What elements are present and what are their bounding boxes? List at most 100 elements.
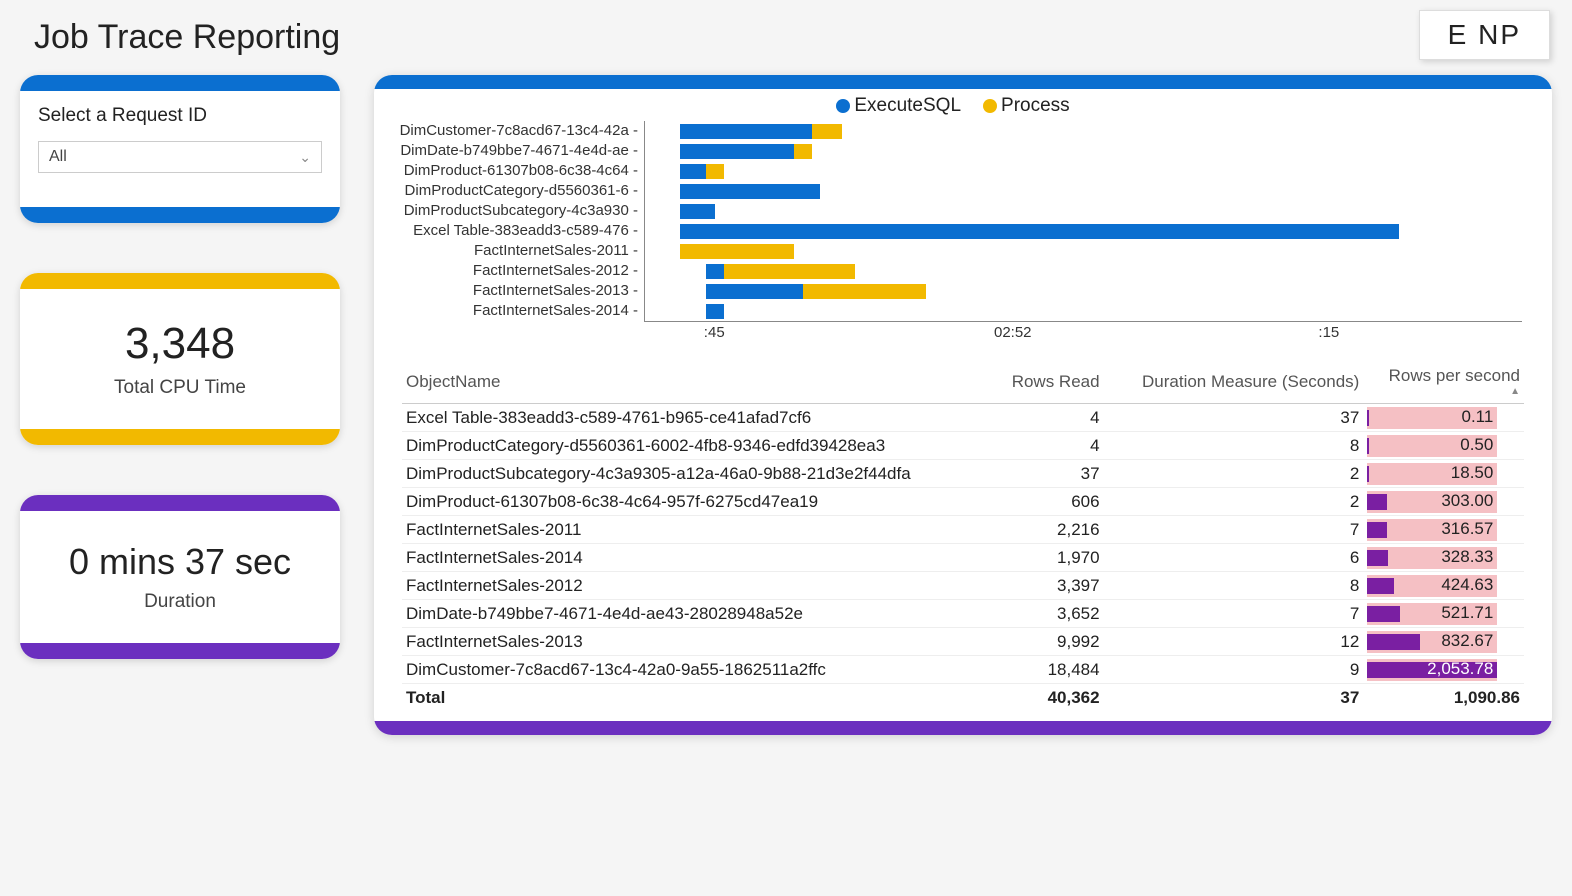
card-accent-bottom	[20, 429, 340, 445]
chart-row-label: DimProductCategory-d5560361-6 -	[384, 181, 644, 201]
x-axis-tick: :45	[704, 324, 725, 341]
table-row[interactable]: FactInternetSales-20141,9706328.33	[402, 544, 1524, 572]
table-row[interactable]: FactInternetSales-20123,3978424.63	[402, 572, 1524, 600]
cell-rows-read: 2,216	[993, 516, 1104, 544]
card-accent-top	[20, 495, 340, 511]
cpu-time-value: 3,348	[30, 319, 330, 369]
table-total-row: Total40,362371,090.86	[402, 684, 1524, 711]
bar-segment-execute	[680, 124, 812, 139]
card-accent-bottom	[20, 207, 340, 223]
chart-bar-row[interactable]	[645, 261, 1522, 281]
cell-duration: 37	[1104, 404, 1364, 432]
table-row[interactable]: FactInternetSales-20112,2167316.57	[402, 516, 1524, 544]
cell-duration: 2	[1104, 488, 1364, 516]
cpu-time-card: 3,348 Total CPU Time	[20, 273, 340, 445]
cell-total-duration: 37	[1104, 684, 1364, 711]
table-column-header[interactable]: ObjectName	[402, 360, 993, 404]
bar-segment-execute	[680, 144, 794, 159]
table-column-header[interactable]: Rows per second▲	[1363, 360, 1524, 404]
table-row[interactable]: Excel Table-383eadd3-c589-4761-b965-ce41…	[402, 404, 1524, 432]
select-value: All	[49, 148, 67, 166]
request-id-select[interactable]: All ⌄	[38, 141, 322, 173]
gantt-chart[interactable]: ExecuteSQL Process DimCustomer-7c8acd67-1…	[374, 89, 1552, 352]
cell-duration: 12	[1104, 628, 1364, 656]
bar-segment-execute	[706, 284, 802, 299]
table-column-header[interactable]: Duration Measure (Seconds)	[1104, 360, 1364, 404]
chart-bar-row[interactable]	[645, 221, 1522, 241]
chart-bar-row[interactable]	[645, 181, 1522, 201]
cell-rows-per-second: 0.50	[1363, 432, 1524, 460]
bar-segment-execute	[680, 184, 820, 199]
chart-bar-row[interactable]	[645, 301, 1522, 321]
chart-bar-row[interactable]	[645, 241, 1522, 261]
cell-total-rps: 1,090.86	[1363, 684, 1524, 711]
cell-duration: 8	[1104, 432, 1364, 460]
chart-row-label: DimDate-b749bbe7-4671-4e4d-ae -	[384, 141, 644, 161]
bar-segment-execute	[680, 164, 706, 179]
cpu-time-label: Total CPU Time	[30, 377, 330, 399]
duration-value: 0 mins 37 sec	[30, 541, 330, 583]
chart-row-label: FactInternetSales-2013 -	[384, 281, 644, 301]
legend-item[interactable]: ExecuteSQL	[836, 95, 961, 117]
bar-segment-execute	[680, 224, 1399, 239]
cell-rows-read: 9,992	[993, 628, 1104, 656]
data-table-area: ObjectNameRows ReadDuration Measure (Sec…	[374, 352, 1552, 721]
cell-rows-read: 18,484	[993, 656, 1104, 684]
duration-card: 0 mins 37 sec Duration	[20, 495, 340, 659]
table-column-header[interactable]: Rows Read	[993, 360, 1104, 404]
cell-object-name: DimCustomer-7c8acd67-13c4-42a0-9a55-1862…	[402, 656, 993, 684]
cell-rows-read: 3,652	[993, 600, 1104, 628]
table-row[interactable]: DimProduct-61307b08-6c38-4c64-957f-6275c…	[402, 488, 1524, 516]
chevron-down-icon: ⌄	[299, 149, 311, 166]
bar-segment-process	[803, 284, 926, 299]
main-accent-top	[374, 75, 1552, 89]
cell-rows-read: 3,397	[993, 572, 1104, 600]
chart-y-labels: DimCustomer-7c8acd67-13c4-42a -DimDate-b…	[384, 121, 644, 322]
legend-dot-icon	[983, 99, 997, 113]
cell-object-name: DimDate-b749bbe7-4671-4e4d-ae43-28028948…	[402, 600, 993, 628]
table-row[interactable]: DimDate-b749bbe7-4671-4e4d-ae43-28028948…	[402, 600, 1524, 628]
cell-object-name: DimProductCategory-d5560361-6002-4fb8-93…	[402, 432, 993, 460]
table-row[interactable]: DimProductCategory-d5560361-6002-4fb8-93…	[402, 432, 1524, 460]
cell-rows-per-second: 316.57	[1363, 516, 1524, 544]
chart-bar-row[interactable]	[645, 201, 1522, 221]
bar-segment-execute	[706, 264, 724, 279]
page-title: Job Trace Reporting	[34, 18, 1552, 57]
bar-segment-process	[794, 144, 812, 159]
environment-badge: E NP	[1419, 10, 1550, 60]
cell-rows-per-second: 18.50	[1363, 460, 1524, 488]
cell-duration: 6	[1104, 544, 1364, 572]
chart-legend: ExecuteSQL Process	[384, 95, 1522, 117]
table-row[interactable]: DimCustomer-7c8acd67-13c4-42a0-9a55-1862…	[402, 656, 1524, 684]
legend-item[interactable]: Process	[983, 95, 1070, 117]
cell-rows-read: 606	[993, 488, 1104, 516]
bar-segment-process	[680, 244, 794, 259]
cell-duration: 7	[1104, 516, 1364, 544]
legend-dot-icon	[836, 99, 850, 113]
bar-segment-process	[812, 124, 843, 139]
cell-rows-per-second: 328.33	[1363, 544, 1524, 572]
sort-ascending-icon: ▲	[1371, 386, 1520, 397]
cell-object-name: FactInternetSales-2011	[402, 516, 993, 544]
cell-object-name: Excel Table-383eadd3-c589-4761-b965-ce41…	[402, 404, 993, 432]
table-row[interactable]: DimProductSubcategory-4c3a9305-a12a-46a0…	[402, 460, 1524, 488]
chart-bar-row[interactable]	[645, 161, 1522, 181]
chart-bar-row[interactable]	[645, 281, 1522, 301]
filter-card: Select a Request ID All ⌄	[20, 75, 340, 223]
cell-rows-read: 1,970	[993, 544, 1104, 572]
data-table[interactable]: ObjectNameRows ReadDuration Measure (Sec…	[402, 360, 1524, 711]
bar-segment-execute	[706, 304, 724, 319]
bar-segment-process	[724, 264, 856, 279]
cell-rows-read: 37	[993, 460, 1104, 488]
chart-bar-row[interactable]	[645, 141, 1522, 161]
cell-rows-read: 4	[993, 432, 1104, 460]
cell-total-label: Total	[402, 684, 993, 711]
card-accent-bottom	[20, 643, 340, 659]
legend-label: ExecuteSQL	[854, 95, 961, 117]
duration-label: Duration	[30, 591, 330, 613]
cell-duration: 7	[1104, 600, 1364, 628]
chart-bar-row[interactable]	[645, 121, 1522, 141]
table-row[interactable]: FactInternetSales-20139,99212832.67	[402, 628, 1524, 656]
cell-total-rows-read: 40,362	[993, 684, 1104, 711]
cell-object-name: FactInternetSales-2012	[402, 572, 993, 600]
